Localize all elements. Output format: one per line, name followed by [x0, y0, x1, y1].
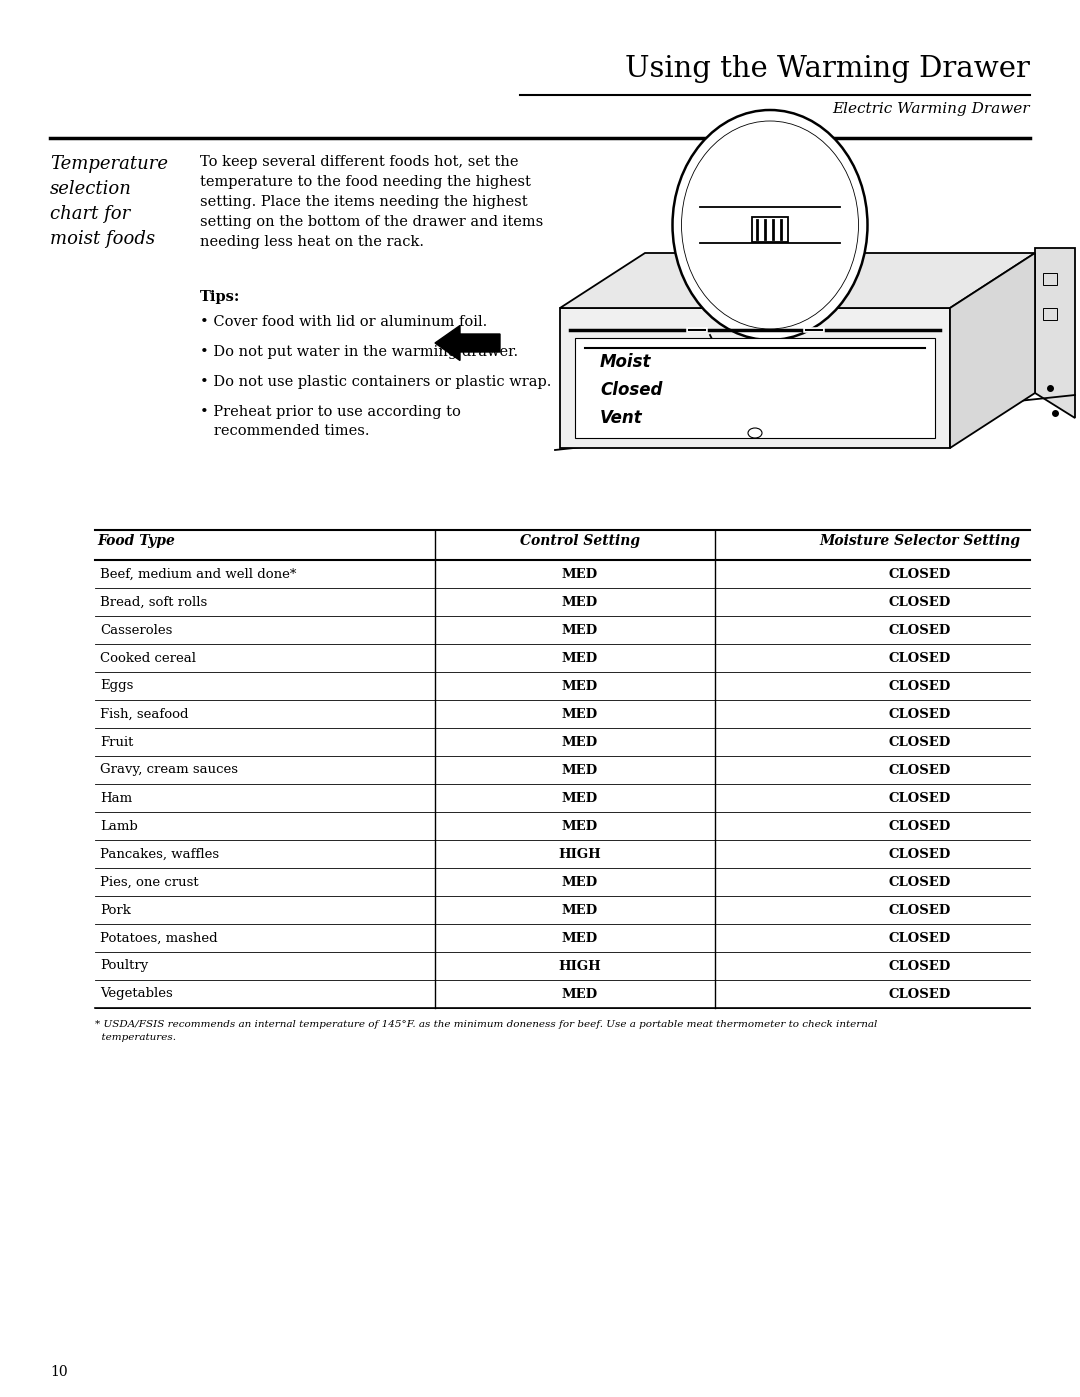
Text: CLOSED: CLOSED	[889, 960, 951, 972]
Text: Pancakes, waffles: Pancakes, waffles	[100, 848, 219, 861]
Polygon shape	[752, 217, 788, 242]
Text: Vegetables: Vegetables	[100, 988, 173, 1000]
Text: CLOSED: CLOSED	[889, 735, 951, 749]
Text: MED: MED	[562, 932, 598, 944]
Text: Cooked cereal: Cooked cereal	[100, 651, 195, 665]
Text: MED: MED	[562, 764, 598, 777]
Text: CLOSED: CLOSED	[889, 707, 951, 721]
Text: CLOSED: CLOSED	[889, 820, 951, 833]
Text: Beef, medium and well done*: Beef, medium and well done*	[100, 567, 296, 581]
Text: • Do not use plastic containers or plastic wrap.: • Do not use plastic containers or plast…	[200, 374, 552, 388]
Text: Fruit: Fruit	[100, 735, 133, 749]
Text: Fish, seafood: Fish, seafood	[100, 707, 189, 721]
Text: Gravy, cream sauces: Gravy, cream sauces	[100, 764, 238, 777]
Text: Vent: Vent	[600, 409, 643, 427]
Text: Closed: Closed	[600, 381, 662, 400]
Text: CLOSED: CLOSED	[889, 904, 951, 916]
Text: CLOSED: CLOSED	[889, 651, 951, 665]
Text: Moist: Moist	[600, 353, 651, 372]
Text: Moisture Selector Setting: Moisture Selector Setting	[820, 534, 1021, 548]
Polygon shape	[575, 338, 935, 439]
Text: Pork: Pork	[100, 904, 131, 916]
Text: MED: MED	[562, 679, 598, 693]
FancyArrow shape	[435, 326, 500, 360]
Text: Bread, soft rolls: Bread, soft rolls	[100, 595, 207, 609]
Text: MED: MED	[562, 876, 598, 888]
Text: HIGH: HIGH	[558, 848, 602, 861]
Text: Ham: Ham	[100, 792, 132, 805]
Polygon shape	[1035, 249, 1075, 418]
Text: 10: 10	[50, 1365, 68, 1379]
Text: MED: MED	[562, 904, 598, 916]
Text: Lamb: Lamb	[100, 820, 138, 833]
Text: Tips:: Tips:	[200, 291, 241, 305]
Text: Casseroles: Casseroles	[100, 623, 173, 637]
Text: MED: MED	[562, 595, 598, 609]
Text: Eggs: Eggs	[100, 679, 133, 693]
Text: MED: MED	[562, 988, 598, 1000]
Text: HIGH: HIGH	[558, 960, 602, 972]
Text: MED: MED	[562, 567, 598, 581]
Text: Using the Warming Drawer: Using the Warming Drawer	[625, 54, 1030, 82]
Text: CLOSED: CLOSED	[889, 932, 951, 944]
Text: CLOSED: CLOSED	[889, 679, 951, 693]
Text: MED: MED	[562, 623, 598, 637]
Text: CLOSED: CLOSED	[889, 764, 951, 777]
Text: To keep several different foods hot, set the
temperature to the food needing the: To keep several different foods hot, set…	[200, 155, 543, 249]
Polygon shape	[950, 253, 1035, 448]
Text: CLOSED: CLOSED	[889, 623, 951, 637]
Text: • Do not put water in the warming drawer.: • Do not put water in the warming drawer…	[200, 345, 518, 359]
Polygon shape	[561, 307, 950, 448]
Text: Food Type: Food Type	[97, 534, 175, 548]
Text: MED: MED	[562, 651, 598, 665]
Text: • Preheat prior to use according to
   recommended times.: • Preheat prior to use according to reco…	[200, 405, 461, 437]
Polygon shape	[561, 253, 1035, 307]
Text: Pies, one crust: Pies, one crust	[100, 876, 199, 888]
Text: CLOSED: CLOSED	[889, 988, 951, 1000]
Text: CLOSED: CLOSED	[889, 567, 951, 581]
Ellipse shape	[673, 110, 867, 339]
Text: • Cover food with lid or aluminum foil.: • Cover food with lid or aluminum foil.	[200, 314, 487, 330]
Text: MED: MED	[562, 735, 598, 749]
Text: Electric Warming Drawer: Electric Warming Drawer	[833, 102, 1030, 116]
Text: Potatoes, mashed: Potatoes, mashed	[100, 932, 218, 944]
Text: CLOSED: CLOSED	[889, 876, 951, 888]
Text: MED: MED	[562, 707, 598, 721]
Text: CLOSED: CLOSED	[889, 848, 951, 861]
Text: MED: MED	[562, 792, 598, 805]
Text: Poultry: Poultry	[100, 960, 148, 972]
Text: Temperature
selection
chart for
moist foods: Temperature selection chart for moist fo…	[50, 155, 168, 249]
Text: CLOSED: CLOSED	[889, 792, 951, 805]
Text: * USDA/FSIS recommends an internal temperature of 145°F. as the minimum doneness: * USDA/FSIS recommends an internal tempe…	[95, 1020, 877, 1042]
Text: Control Setting: Control Setting	[519, 534, 640, 548]
Text: CLOSED: CLOSED	[889, 595, 951, 609]
Text: MED: MED	[562, 820, 598, 833]
